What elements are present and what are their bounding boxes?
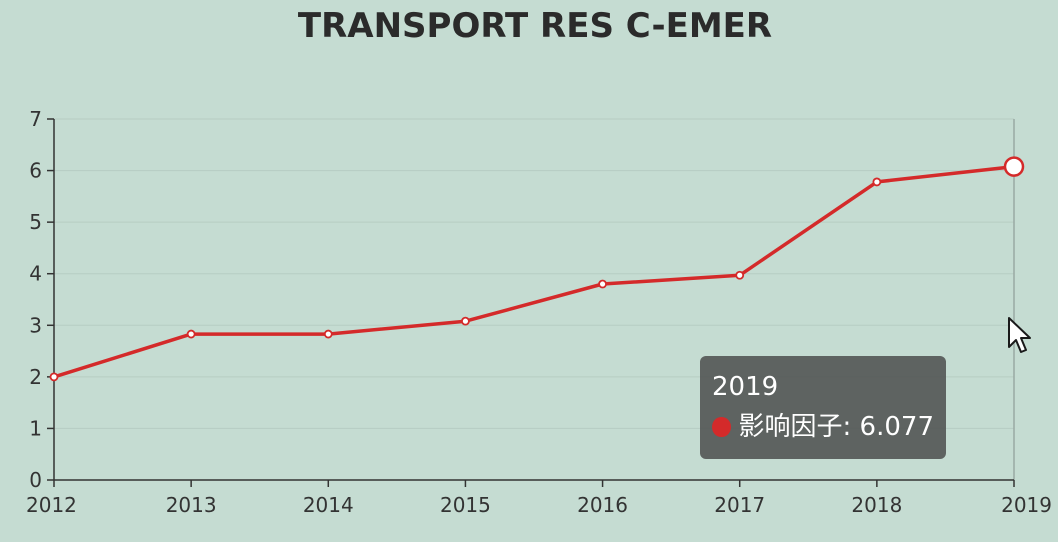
y-tick-label: 0: [29, 468, 42, 492]
x-tick-label: 2016: [577, 493, 628, 517]
series-line: [53, 164, 1015, 379]
x-tick-label: 2019: [1001, 493, 1052, 517]
data-points[interactable]: [49, 156, 1025, 382]
y-tick-label: 4: [29, 262, 42, 286]
data-point[interactable]: [49, 372, 59, 382]
tooltip-title: 2019: [712, 372, 779, 402]
data-point[interactable]: [872, 177, 882, 187]
grid-lines: [54, 118, 1014, 429]
x-tick-label: 2013: [166, 493, 217, 517]
data-point-highlighted[interactable]: [1003, 156, 1025, 177]
data-point[interactable]: [323, 329, 333, 339]
data-point[interactable]: [735, 270, 745, 280]
x-tick-label: 2015: [440, 493, 491, 517]
data-point[interactable]: [461, 316, 470, 326]
y-tick-label: 7: [29, 107, 42, 131]
y-axis-ticks: 0 1 2 3 4 5 6 7: [29, 107, 54, 492]
chart-title: TRANSPORT RES C-EMER: [298, 6, 772, 46]
y-tick-label: 5: [29, 210, 42, 234]
y-tick-label: 6: [29, 159, 42, 183]
tooltip: 2019 影响因子: 6.077: [700, 356, 946, 459]
x-axis-ticks: 2012 2013 2014 2015 2016 2017 2018 2019: [26, 480, 1052, 517]
series-marker-icon: [712, 417, 731, 437]
y-tick-label: 3: [29, 313, 42, 337]
y-tick-label: 2: [29, 365, 42, 389]
tooltip-row: 影响因子: 6.077: [712, 408, 934, 446]
data-point[interactable]: [598, 279, 607, 289]
tooltip-label: 影响因子: 6.077: [738, 412, 934, 442]
data-point[interactable]: [186, 329, 196, 339]
x-tick-label: 2012: [26, 493, 77, 517]
x-tick-label: 2014: [303, 493, 354, 517]
x-tick-label: 2017: [714, 493, 765, 517]
y-tick-label: 1: [29, 416, 42, 440]
arrow-cursor-icon: [1008, 317, 1031, 353]
x-tick-label: 2018: [851, 493, 902, 517]
